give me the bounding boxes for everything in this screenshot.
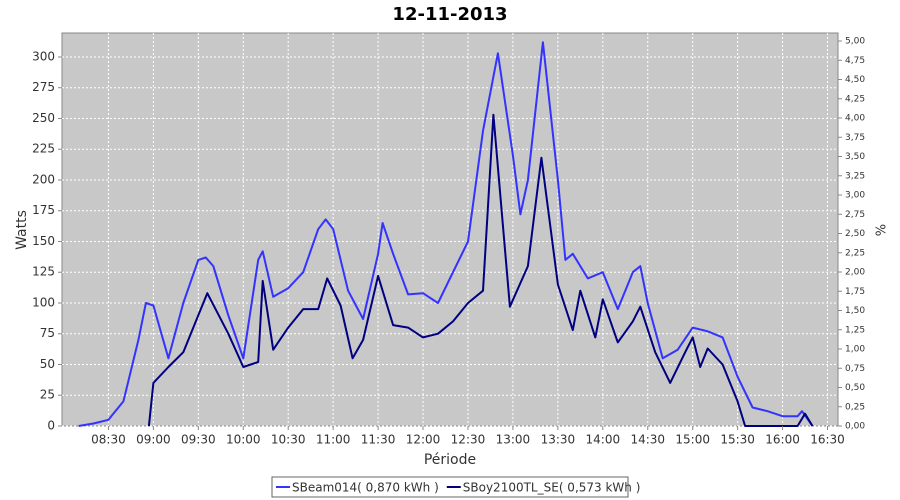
y-tick-label: 225	[32, 142, 55, 156]
y-tick-label: 175	[32, 203, 55, 217]
y2-tick-label: 0,25	[845, 402, 865, 412]
y2-tick-label: 0,00	[845, 422, 865, 432]
x-tick-label: 13:00	[496, 433, 531, 447]
x-tick-label: 10:30	[271, 433, 306, 447]
x-tick-label: 14:30	[630, 433, 665, 447]
x-tick-label: 15:00	[675, 433, 710, 447]
y2-tick-label: 1,75	[845, 287, 865, 297]
x-tick-label: 11:00	[316, 433, 351, 447]
x-tick-label: 16:00	[765, 433, 800, 447]
x-tick-label: 14:00	[586, 433, 621, 447]
y2-tick-label: 3,75	[845, 133, 865, 143]
y2-tick-label: 4,25	[845, 94, 865, 104]
y2-tick-label: 2,25	[845, 248, 865, 258]
y-tick-label: 25	[40, 388, 55, 402]
y-tick-label: 200	[32, 172, 55, 186]
y2-tick-label: 1,50	[845, 306, 865, 316]
series-line	[78, 41, 814, 427]
legend-label: SBoy2100TL_SE( 0,573 kWh )	[463, 481, 641, 495]
y2-axis-label: %	[875, 224, 890, 236]
x-tick-label: 12:30	[451, 433, 486, 447]
y-tick-label: 50	[40, 357, 55, 371]
x-tick-label: 10:00	[226, 433, 261, 447]
x-axis-label: Période	[424, 452, 476, 468]
y-tick-label: 250	[32, 111, 55, 125]
x-tick-label: 12:00	[406, 433, 441, 447]
y2-tick-label: 4,50	[845, 75, 865, 85]
y2-tick-label: 2,50	[845, 229, 865, 239]
chart-title: 12-11-2013	[392, 4, 507, 25]
y-tick-label: 0	[47, 419, 55, 433]
y-tick-label: 150	[32, 234, 55, 248]
x-tick-label: 11:30	[361, 433, 396, 447]
lines	[78, 41, 814, 427]
y2-tick-label: 2,75	[845, 210, 865, 220]
y2-tick-label: 5,00	[845, 37, 865, 47]
x-tick-label: 09:30	[181, 433, 216, 447]
y-axis-label: Watts	[14, 210, 30, 250]
x-tick-label: 15:30	[720, 433, 755, 447]
x-tick-label: 16:30	[810, 433, 845, 447]
plot-area	[61, 32, 839, 427]
y2-tick-label: 4,00	[845, 114, 865, 124]
x-tick-label: 13:30	[541, 433, 576, 447]
y2-tick-label: 0,50	[845, 383, 865, 393]
y2-tick-label: 2,00	[845, 268, 865, 278]
x-tick-label: 09:00	[136, 433, 171, 447]
series-line	[147, 113, 814, 427]
y2-tick-label: 1,00	[845, 345, 865, 355]
y2-tick-label: 0,75	[845, 364, 865, 374]
y-tick-label: 75	[40, 326, 55, 340]
y-tick-label: 125	[32, 265, 55, 279]
y2-tick-label: 1,25	[845, 325, 865, 335]
y2-tick-label: 4,75	[845, 56, 865, 66]
y-tick-label: 100	[32, 295, 55, 309]
y2-tick-label: 3,25	[845, 171, 865, 181]
x-tick-label: 08:30	[91, 433, 126, 447]
y-tick-label: 300	[32, 49, 55, 63]
legend-label: SBeam014( 0,870 kWh )	[292, 481, 439, 495]
y2-tick-label: 3,00	[845, 191, 865, 201]
y-tick-label: 275	[32, 80, 55, 94]
y2-tick-label: 3,50	[845, 152, 865, 162]
